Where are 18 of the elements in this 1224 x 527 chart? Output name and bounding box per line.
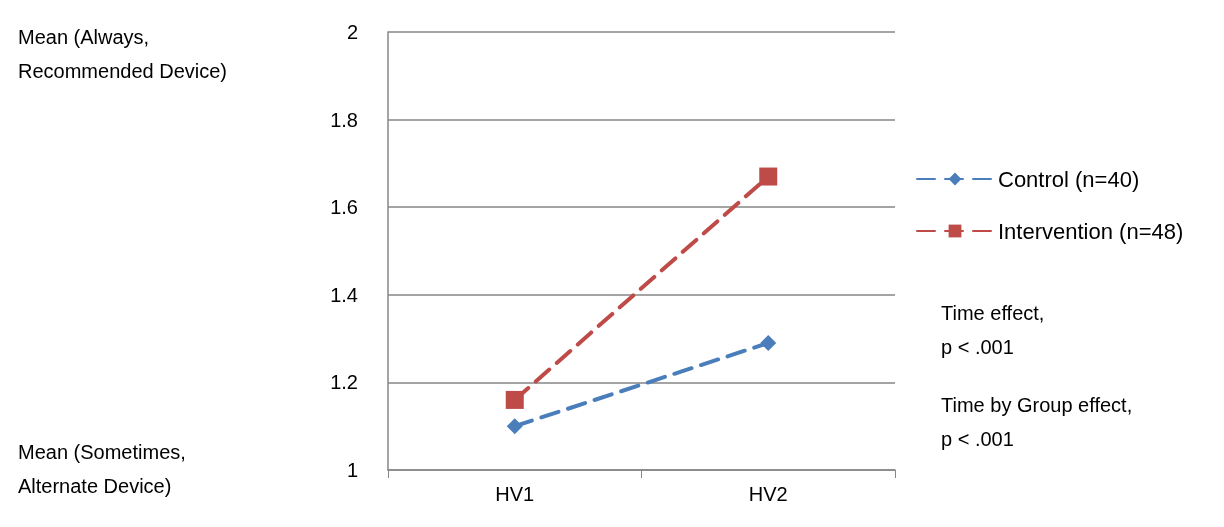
point <box>506 418 523 435</box>
y-tick-label: 2 <box>346 21 358 43</box>
text: Time by Group effect, p < .001 <box>941 394 1133 450</box>
point <box>760 334 777 351</box>
point <box>505 390 524 409</box>
point <box>759 167 778 186</box>
text: Time effect, p < .001 <box>941 302 1045 358</box>
x-tick-label: HV1 <box>495 483 535 505</box>
y-tick-label: 1.6 <box>330 196 358 219</box>
text: Mean (Always, Recommended Device) <box>18 26 227 82</box>
legend-label: Control (n=40) <box>998 166 1140 192</box>
y-tick-label: 1.4 <box>330 283 358 306</box>
y-tick-label: 1.2 <box>330 371 358 394</box>
y-tick-label: 1.8 <box>330 108 358 131</box>
x-tick-label: HV2 <box>748 483 788 505</box>
text: Mean (Sometimes, Alternate Device) <box>18 441 186 497</box>
legend-label: Intervention (n=48) <box>998 218 1184 244</box>
y-tick-label: 1 <box>346 459 358 481</box>
